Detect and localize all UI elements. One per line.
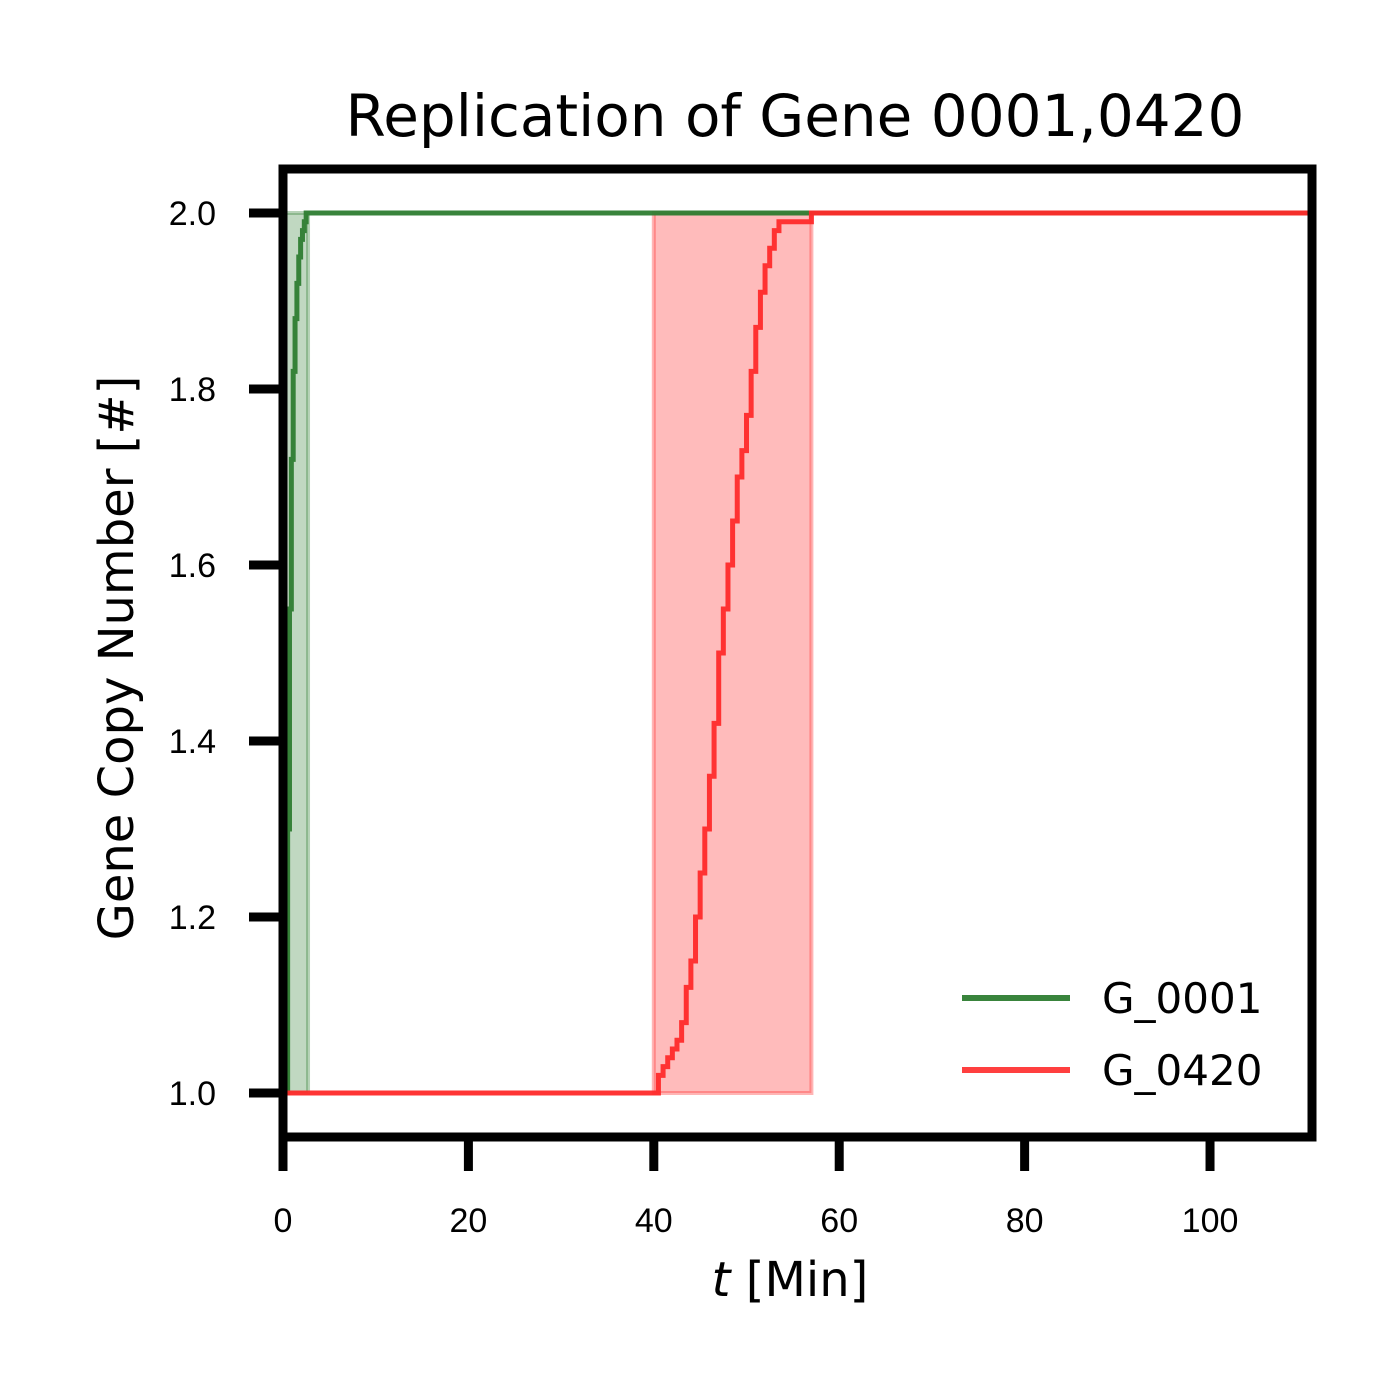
line-g-0001 [283, 210, 1312, 1096]
chart-title: Replication of Gene 0001,0420 [346, 82, 1245, 150]
y-tick-label: 1.0 [169, 1075, 216, 1113]
line-g-0420 [283, 210, 1312, 1096]
series-lines [283, 210, 1312, 1096]
y-axis-ticks: 1.0 1.2 1.4 1.6 1.8 2.0 [169, 195, 283, 1113]
legend-label: G_0001 [1102, 974, 1262, 1023]
plot-frame [278, 164, 1317, 1142]
x-tick-label: 100 [1182, 1202, 1239, 1240]
x-tick-label: 40 [635, 1202, 673, 1240]
shaded-bands [282, 211, 814, 1095]
x-axis-variable: t [712, 1252, 733, 1308]
x-axis-ticks: 0 20 40 60 80 100 [274, 1137, 1239, 1240]
y-tick-label: 1.2 [169, 899, 216, 937]
y-tick-label: 2.0 [169, 195, 216, 233]
legend-label: G_0420 [1102, 1046, 1262, 1095]
y-tick-label: 1.8 [169, 371, 216, 409]
x-tick-label: 20 [449, 1202, 487, 1240]
y-axis-label: Gene Copy Number [#] [89, 376, 145, 941]
x-axis-unit: [Min] [746, 1252, 869, 1308]
y-tick-label: 1.6 [169, 547, 216, 585]
legend: G_0001 G_0420 [962, 974, 1262, 1095]
band-g-0420 [651, 211, 814, 1095]
x-axis-label: t [Min] [712, 1252, 869, 1308]
plot-area [282, 210, 1312, 1096]
x-tick-label: 0 [274, 1202, 293, 1240]
x-tick-label: 60 [820, 1202, 858, 1240]
x-tick-label: 80 [1006, 1202, 1044, 1240]
y-tick-label: 1.4 [169, 723, 216, 761]
